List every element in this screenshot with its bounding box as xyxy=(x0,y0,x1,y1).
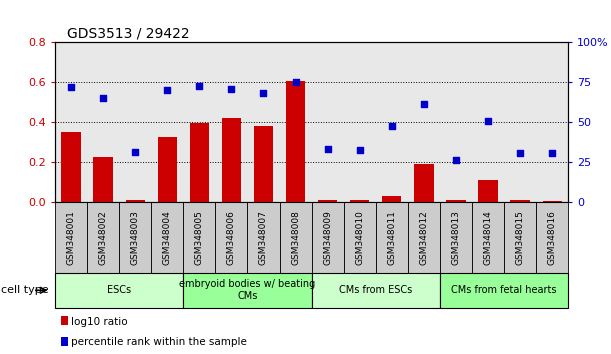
Text: GSM348002: GSM348002 xyxy=(98,210,108,265)
Point xyxy=(98,96,108,101)
Bar xyxy=(216,202,247,273)
Bar xyxy=(87,202,119,273)
Bar xyxy=(382,196,401,202)
Bar xyxy=(312,273,440,308)
Text: GSM348014: GSM348014 xyxy=(483,210,492,265)
Bar xyxy=(446,200,466,202)
Bar xyxy=(119,202,152,273)
Bar xyxy=(543,201,562,202)
Point xyxy=(419,101,429,107)
Text: GSM348013: GSM348013 xyxy=(452,210,461,265)
Bar xyxy=(408,202,440,273)
Point xyxy=(66,84,76,90)
Point xyxy=(227,86,236,92)
Point xyxy=(483,119,493,124)
Bar xyxy=(254,126,273,202)
Text: GSM348008: GSM348008 xyxy=(291,210,300,265)
Bar xyxy=(93,157,113,202)
Point xyxy=(323,147,332,152)
Text: embryoid bodies w/ beating
CMs: embryoid bodies w/ beating CMs xyxy=(180,279,315,301)
Point xyxy=(258,91,268,96)
Text: GSM348007: GSM348007 xyxy=(259,210,268,265)
Bar xyxy=(343,202,376,273)
Bar xyxy=(472,202,504,273)
Text: GSM348010: GSM348010 xyxy=(355,210,364,265)
Bar xyxy=(350,200,369,202)
Point xyxy=(291,80,301,85)
Text: GSM348016: GSM348016 xyxy=(547,210,557,265)
Text: cell type: cell type xyxy=(1,285,48,295)
Point xyxy=(194,84,204,89)
Text: GSM348015: GSM348015 xyxy=(516,210,525,265)
Bar xyxy=(440,202,472,273)
Bar xyxy=(376,202,408,273)
Bar xyxy=(504,202,536,273)
Bar xyxy=(222,118,241,202)
Bar xyxy=(511,200,530,202)
Text: CMs from ESCs: CMs from ESCs xyxy=(339,285,412,295)
Bar xyxy=(318,200,337,202)
Bar xyxy=(55,273,183,308)
Bar xyxy=(190,123,209,202)
Bar xyxy=(126,200,145,202)
Bar xyxy=(478,180,497,202)
Text: GSM348009: GSM348009 xyxy=(323,210,332,265)
Bar xyxy=(183,202,216,273)
Bar xyxy=(152,202,183,273)
Point xyxy=(355,147,365,153)
Point xyxy=(451,158,461,163)
Bar xyxy=(312,202,343,273)
Text: CMs from fetal hearts: CMs from fetal hearts xyxy=(452,285,557,295)
Point xyxy=(387,123,397,129)
Text: GSM348011: GSM348011 xyxy=(387,210,397,265)
Text: percentile rank within the sample: percentile rank within the sample xyxy=(71,337,247,348)
Text: GSM348005: GSM348005 xyxy=(195,210,204,265)
Text: log10 ratio: log10 ratio xyxy=(71,317,128,327)
Bar xyxy=(286,81,305,202)
Text: GSM348012: GSM348012 xyxy=(419,210,428,265)
Bar xyxy=(247,202,280,273)
Text: GSM348001: GSM348001 xyxy=(67,210,76,265)
Bar xyxy=(158,137,177,202)
Point xyxy=(130,149,140,155)
Bar xyxy=(55,202,87,273)
Point xyxy=(515,150,525,156)
Text: GSM348006: GSM348006 xyxy=(227,210,236,265)
Text: GDS3513 / 29422: GDS3513 / 29422 xyxy=(67,27,190,41)
Text: GSM348003: GSM348003 xyxy=(131,210,140,265)
Bar xyxy=(440,273,568,308)
Text: GSM348004: GSM348004 xyxy=(163,210,172,265)
Bar xyxy=(183,273,312,308)
Text: ESCs: ESCs xyxy=(107,285,131,295)
Point xyxy=(163,87,172,93)
Point xyxy=(547,150,557,156)
Bar xyxy=(536,202,568,273)
Bar xyxy=(280,202,312,273)
Bar xyxy=(61,132,81,202)
Bar xyxy=(414,164,433,202)
